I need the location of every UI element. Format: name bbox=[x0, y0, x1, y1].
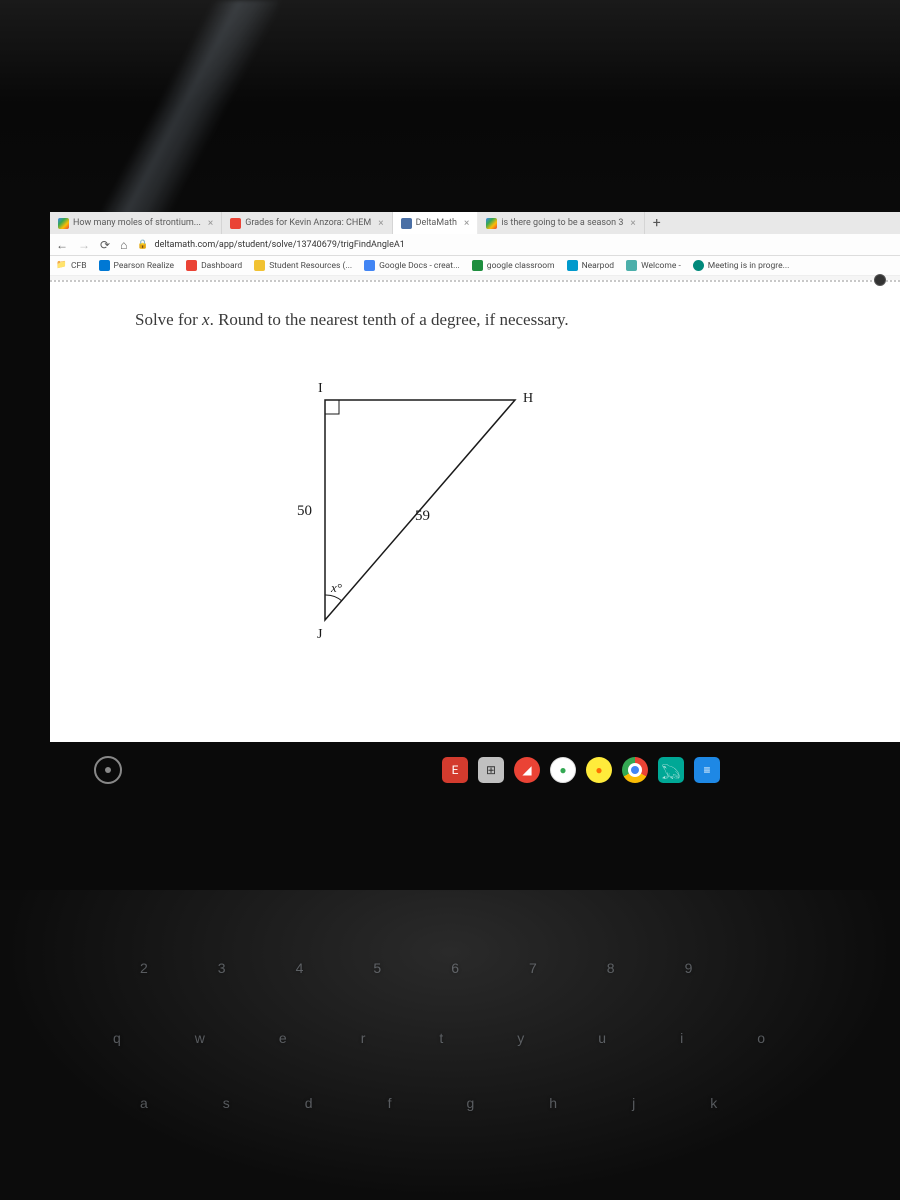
tab-label: is there going to be a season 3 bbox=[501, 218, 623, 228]
bookmark-google-classroom[interactable]: google classroom bbox=[472, 260, 555, 271]
key-q: q bbox=[113, 1030, 121, 1046]
tab-label: How many moles of strontium... bbox=[73, 218, 201, 228]
key-h: h bbox=[549, 1095, 557, 1111]
physical-keyboard: 2 3 4 5 6 7 8 9 q w e r t y u i o a s d … bbox=[0, 890, 900, 1200]
key-3: 3 bbox=[218, 960, 226, 976]
close-icon[interactable]: × bbox=[208, 218, 213, 229]
meeting-icon bbox=[693, 260, 704, 271]
side-label-ij: 50 bbox=[297, 503, 312, 519]
folder-icon: 📁 bbox=[56, 260, 67, 271]
deltamath-favicon bbox=[401, 218, 412, 229]
tab-strip: How many moles of strontium... × Grades … bbox=[50, 212, 900, 234]
forward-button[interactable]: → bbox=[78, 238, 90, 252]
side-label-hj: 59 bbox=[415, 508, 430, 524]
browser-tab-3-active[interactable]: DeltaMath × bbox=[393, 212, 479, 234]
vertex-label-h: H bbox=[523, 391, 533, 406]
browser-tab-4[interactable]: is there going to be a season 3 × bbox=[478, 212, 644, 234]
shelf-icon-4[interactable]: ● bbox=[550, 757, 576, 783]
google-favicon bbox=[58, 218, 69, 229]
key-o: o bbox=[757, 1030, 765, 1046]
nearpod-icon bbox=[567, 260, 578, 271]
key-r: r bbox=[361, 1030, 366, 1046]
back-button[interactable]: ← bbox=[56, 238, 68, 252]
key-9: 9 bbox=[685, 960, 693, 976]
nav-bar: ← → ⟳ ⌂ 🔒 deltamath.com/app/student/solv… bbox=[50, 234, 900, 256]
bookmark-dashboard[interactable]: Dashboard bbox=[186, 260, 242, 271]
triangle-diagram: I H J 50 59 x° bbox=[265, 380, 585, 660]
key-2: 2 bbox=[140, 960, 148, 976]
tab-label: Grades for Kevin Anzora: CHEM bbox=[245, 218, 371, 228]
docs-icon bbox=[364, 260, 375, 271]
key-u: u bbox=[598, 1030, 606, 1046]
new-tab-button[interactable]: + bbox=[645, 215, 669, 231]
resources-icon bbox=[254, 260, 265, 271]
browser-tab-1[interactable]: How many moles of strontium... × bbox=[50, 212, 222, 234]
vertex-label-j: J bbox=[317, 627, 323, 642]
browser-tab-2[interactable]: Grades for Kevin Anzora: CHEM × bbox=[222, 212, 392, 234]
canvas-favicon bbox=[230, 218, 241, 229]
shelf-icon-5[interactable]: ● bbox=[586, 757, 612, 783]
key-6: 6 bbox=[451, 960, 459, 976]
key-w: w bbox=[195, 1030, 205, 1046]
page-content: Solve for x. Round to the nearest tenth … bbox=[50, 280, 900, 742]
key-a: a bbox=[140, 1095, 148, 1111]
close-icon[interactable]: × bbox=[378, 218, 383, 229]
url-text: deltamath.com/app/student/solve/13740679… bbox=[155, 240, 405, 250]
bookmarks-bar: 📁 CFB Pearson Realize Dashboard Student … bbox=[50, 256, 900, 276]
bookmark-welcome[interactable]: Welcome - bbox=[626, 260, 681, 271]
variable-x: x bbox=[202, 310, 210, 329]
bookmark-pearson[interactable]: Pearson Realize bbox=[99, 260, 175, 271]
key-8: 8 bbox=[607, 960, 615, 976]
shelf-icon-7[interactable]: 𓆏 bbox=[658, 757, 684, 783]
google-favicon bbox=[486, 218, 497, 229]
close-icon[interactable]: × bbox=[630, 218, 635, 229]
key-k: k bbox=[710, 1095, 717, 1111]
status-indicator bbox=[874, 274, 886, 286]
angle-label-x: x° bbox=[330, 580, 342, 595]
shelf-icon-8[interactable]: ≡ bbox=[694, 757, 720, 783]
welcome-icon bbox=[626, 260, 637, 271]
key-i: i bbox=[680, 1030, 683, 1046]
bookmark-google-docs[interactable]: Google Docs - creat... bbox=[364, 260, 460, 271]
shelf-icon-1[interactable]: E bbox=[442, 757, 468, 783]
key-t: t bbox=[439, 1030, 443, 1046]
browser-window: How many moles of strontium... × Grades … bbox=[50, 212, 900, 742]
reload-button[interactable]: ⟳ bbox=[100, 238, 110, 252]
shelf-icon-2[interactable]: ⊞ bbox=[478, 757, 504, 783]
shelf: E ⊞ ◢ ● ● 𓆏 ≡ bbox=[94, 756, 720, 784]
key-s: s bbox=[223, 1095, 230, 1111]
right-angle-marker bbox=[325, 400, 339, 414]
vertex-label-i: I bbox=[318, 381, 323, 396]
lock-icon: 🔒 bbox=[137, 240, 148, 250]
dashboard-icon bbox=[186, 260, 197, 271]
problem-statement: Solve for x. Round to the nearest tenth … bbox=[135, 310, 860, 330]
key-e: e bbox=[279, 1030, 287, 1046]
tab-label: DeltaMath bbox=[416, 218, 457, 228]
shelf-icon-chrome[interactable] bbox=[622, 757, 648, 783]
key-d: d bbox=[305, 1095, 313, 1111]
home-button[interactable]: ⌂ bbox=[120, 238, 127, 252]
shelf-icon-3[interactable]: ◢ bbox=[514, 757, 540, 783]
bookmark-meeting[interactable]: Meeting is in progre... bbox=[693, 260, 790, 271]
bookmark-cfb[interactable]: 📁 CFB bbox=[56, 260, 87, 271]
launcher-button[interactable] bbox=[94, 756, 122, 784]
classroom-icon bbox=[472, 260, 483, 271]
angle-arc-j bbox=[325, 595, 342, 601]
key-y: y bbox=[517, 1030, 524, 1046]
close-icon[interactable]: × bbox=[464, 218, 469, 229]
key-f: f bbox=[388, 1095, 392, 1111]
key-4: 4 bbox=[296, 960, 304, 976]
key-g: g bbox=[466, 1095, 474, 1111]
bookmark-nearpod[interactable]: Nearpod bbox=[567, 260, 615, 271]
bookmark-student-resources[interactable]: Student Resources (... bbox=[254, 260, 352, 271]
url-bar[interactable]: 🔒 deltamath.com/app/student/solve/137406… bbox=[137, 240, 894, 250]
pearson-icon bbox=[99, 260, 110, 271]
key-7: 7 bbox=[529, 960, 537, 976]
key-5: 5 bbox=[373, 960, 381, 976]
key-j: j bbox=[632, 1095, 635, 1111]
